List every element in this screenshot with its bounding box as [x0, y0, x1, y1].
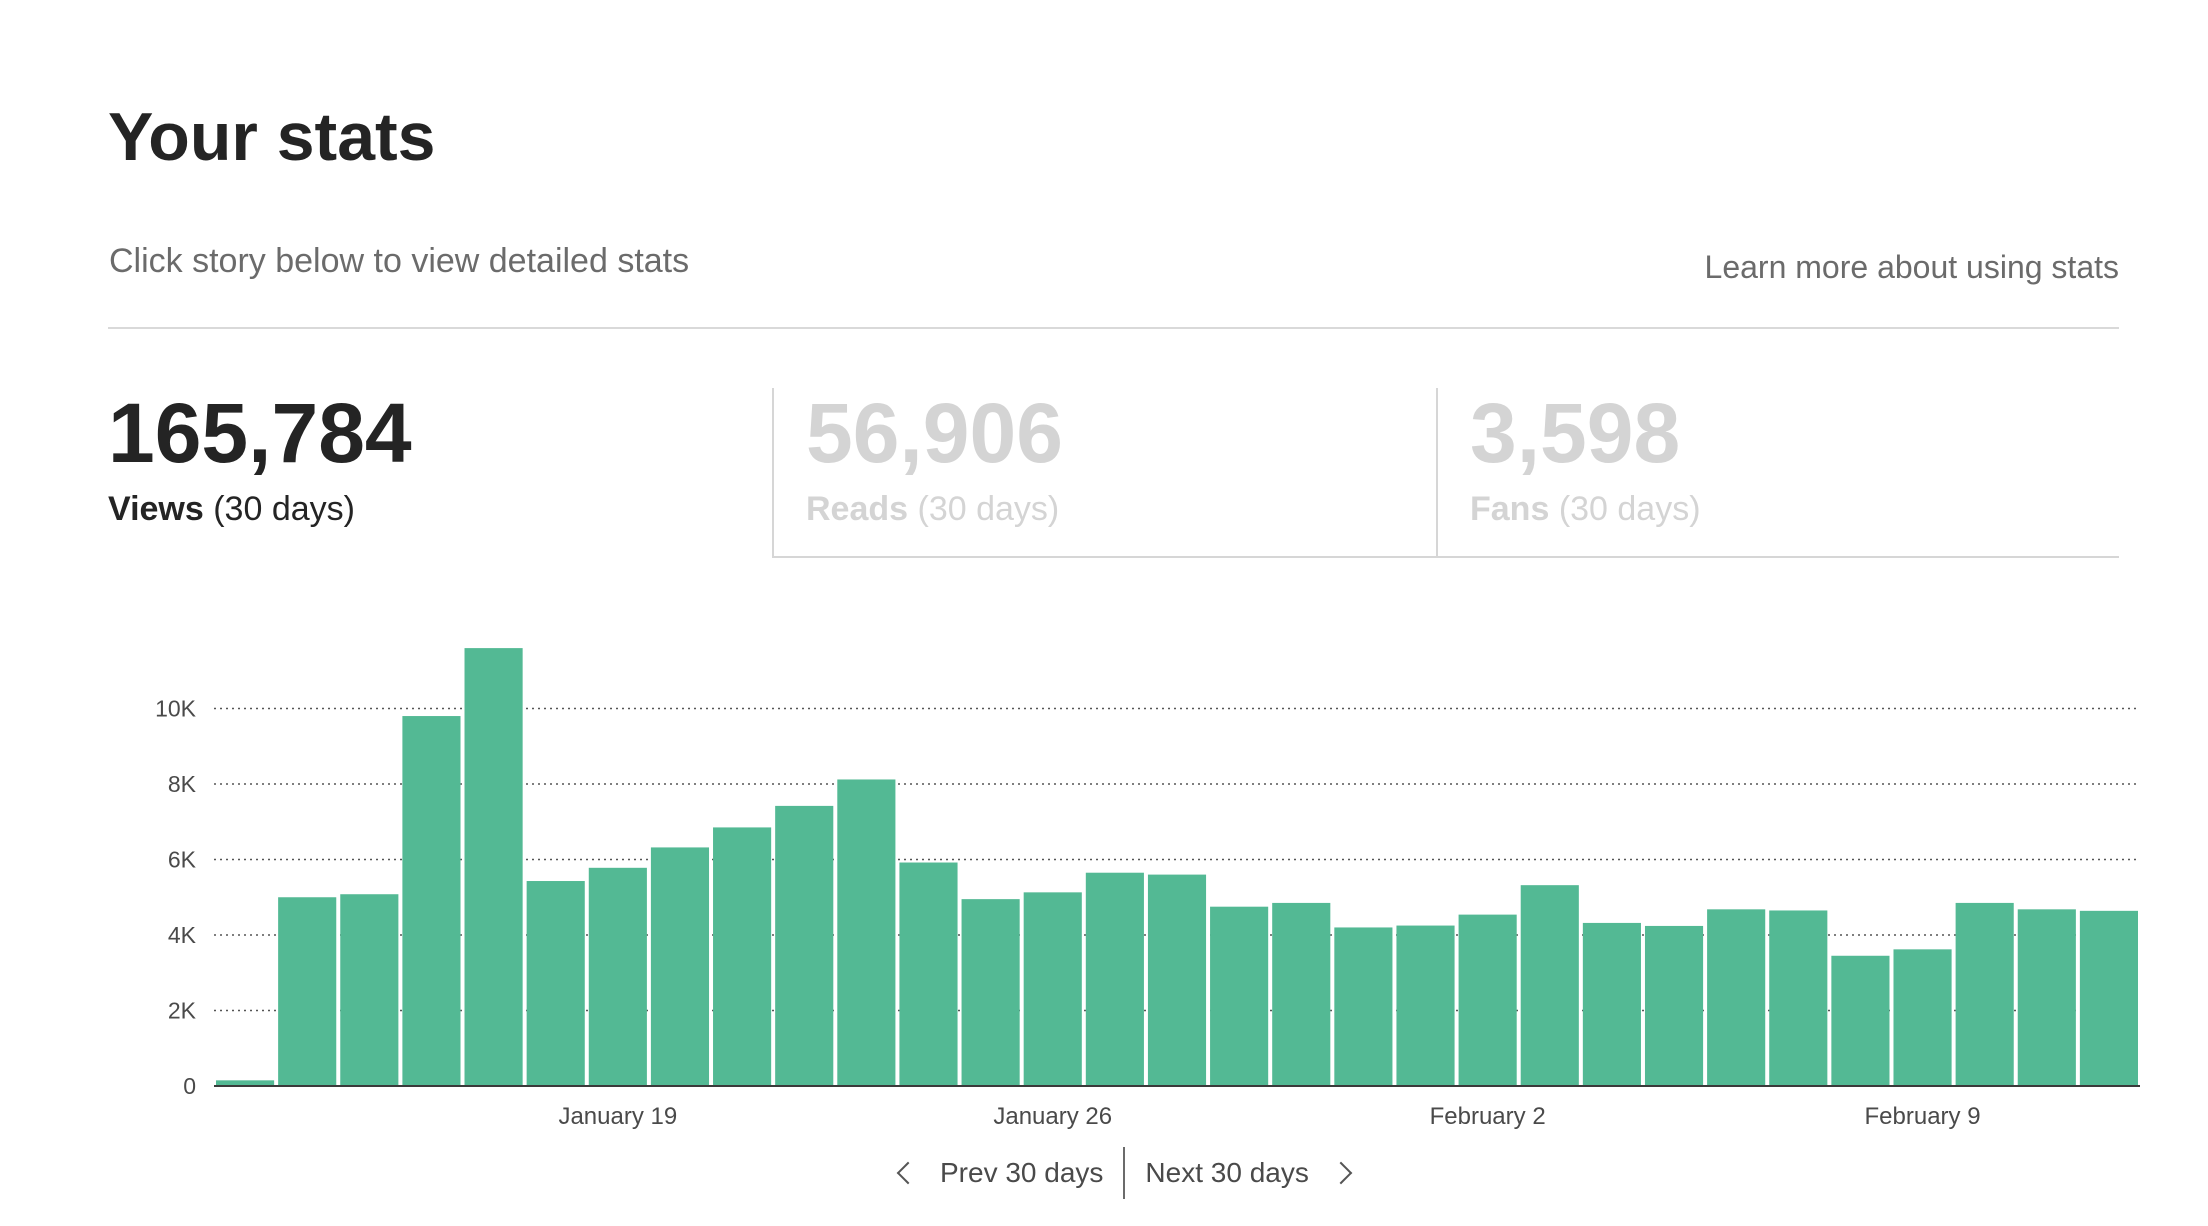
- views-label-name: Views: [108, 490, 204, 528]
- chart-bar[interactable]: [1085, 872, 1144, 1086]
- chart-bar[interactable]: [1023, 892, 1082, 1086]
- chart-bar[interactable]: [1893, 949, 1952, 1086]
- chart-bar[interactable]: [1520, 885, 1579, 1086]
- y-tick-label: 2K: [168, 998, 197, 1024]
- prev-30-days-button[interactable]: Prev 30 days: [894, 1157, 1103, 1189]
- chart-bar[interactable]: [588, 867, 647, 1086]
- y-tick-label: 4K: [168, 922, 197, 948]
- stat-tab-fans[interactable]: 3,598 Fans (30 days): [1436, 388, 2119, 558]
- prev-30-days-label: Prev 30 days: [940, 1157, 1104, 1188]
- x-tick-label: January 26: [993, 1103, 1112, 1130]
- fans-label-name: Fans: [1470, 490, 1550, 528]
- chart-bar[interactable]: [775, 805, 834, 1086]
- next-30-days-button[interactable]: Next 30 days: [1145, 1157, 1353, 1189]
- stat-tab-reads[interactable]: 56,906 Reads (30 days): [772, 388, 1436, 558]
- chart-bar[interactable]: [1707, 909, 1766, 1086]
- y-tick-label: 6K: [168, 847, 197, 873]
- chart-bar[interactable]: [402, 716, 461, 1086]
- y-tick-label: 10K: [155, 696, 197, 722]
- reads-count: 56,906: [806, 386, 1063, 480]
- header-divider: [108, 327, 2119, 329]
- pager-separator: [1123, 1147, 1126, 1199]
- x-tick-label: February 9: [1865, 1103, 1981, 1130]
- next-30-days-label: Next 30 days: [1145, 1157, 1309, 1188]
- chart-bar[interactable]: [2079, 910, 2138, 1086]
- chart-bar[interactable]: [1458, 914, 1517, 1086]
- fans-count: 3,598: [1470, 386, 1681, 480]
- chart-bar[interactable]: [899, 862, 958, 1086]
- views-label: Views (30 days): [108, 490, 772, 529]
- chart-bar[interactable]: [278, 897, 337, 1086]
- chart-bar[interactable]: [961, 899, 1020, 1086]
- chart-bar[interactable]: [1396, 925, 1455, 1086]
- fans-label-period: (30 days): [1558, 490, 1701, 528]
- chart-bar[interactable]: [1334, 927, 1393, 1086]
- views-bar-chart: 0 2K 4K 6K 8K 10K January 19 January 26 February…: [155, 648, 2140, 1130]
- chart-bar[interactable]: [650, 847, 710, 1086]
- reads-label: Reads (30 days): [806, 490, 1436, 529]
- chart-bar[interactable]: [2017, 909, 2076, 1086]
- reads-label-name: Reads: [806, 490, 909, 528]
- y-tick-label: 0: [183, 1073, 196, 1099]
- page-title: Your stats: [108, 99, 436, 175]
- learn-more-link[interactable]: Learn more about using stats: [1704, 249, 2119, 285]
- pagination: Prev 30 days Next 30 days: [894, 1147, 1353, 1199]
- chart-bar[interactable]: [1955, 902, 2014, 1086]
- chevron-right-icon: [1329, 1161, 1353, 1185]
- chart-bar[interactable]: [464, 648, 523, 1086]
- chart-bar[interactable]: [1582, 922, 1641, 1086]
- chart-bar[interactable]: [1769, 910, 1828, 1086]
- chart-bar[interactable]: [1272, 902, 1331, 1086]
- y-tick-label: 8K: [168, 771, 197, 797]
- chart-bar[interactable]: [1831, 955, 1890, 1086]
- page-subtitle: Click story below to view detailed stats: [109, 242, 690, 280]
- stat-tab-views[interactable]: 165,784 Views (30 days): [108, 388, 772, 558]
- chevron-left-icon: [896, 1161, 920, 1185]
- chart-bar[interactable]: [713, 827, 772, 1086]
- chart-bar[interactable]: [1644, 925, 1704, 1086]
- reads-label-period: (30 days): [917, 490, 1060, 528]
- x-tick-label: January 19: [558, 1103, 677, 1130]
- chart-bar[interactable]: [1210, 906, 1269, 1086]
- chart-bar[interactable]: [1147, 874, 1207, 1086]
- chart-bar[interactable]: [526, 881, 585, 1086]
- chart-bar[interactable]: [216, 1080, 275, 1086]
- views-label-period: (30 days): [213, 490, 355, 528]
- views-count: 165,784: [108, 386, 412, 480]
- chart-bar[interactable]: [340, 894, 399, 1086]
- chart-bar[interactable]: [837, 779, 896, 1086]
- x-tick-label: February 2: [1430, 1103, 1546, 1130]
- fans-label: Fans (30 days): [1470, 490, 2119, 529]
